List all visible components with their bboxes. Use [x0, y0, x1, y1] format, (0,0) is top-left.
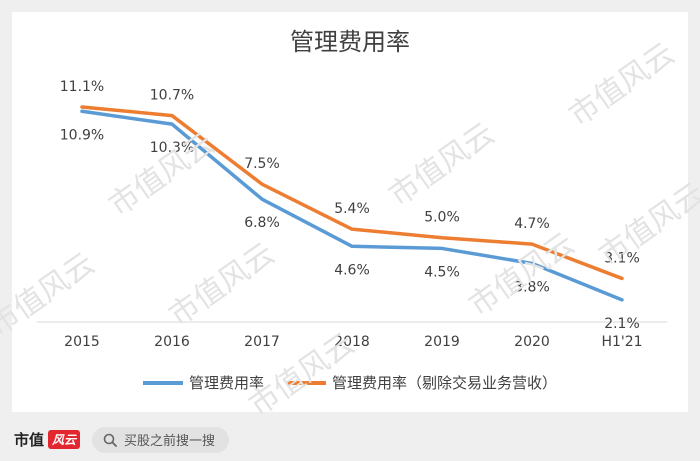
data-label: 4.6%	[334, 262, 370, 278]
search-placeholder: 买股之前搜一搜	[124, 434, 216, 449]
data-label: 10.7%	[150, 88, 194, 104]
legend-item-admin-expense-ratio: 管理费用率	[142, 372, 264, 393]
data-label: 3.1%	[604, 250, 640, 266]
search-icon	[103, 433, 117, 447]
x-tick-label: H1'21	[601, 334, 642, 350]
line-chart: 2015 2016 2017 2018 2019 2020 H1'21 11.1% 10.7% 7…	[37, 79, 667, 350]
data-label: 4.7%	[514, 216, 550, 232]
legend-label: 管理费用率	[188, 374, 264, 392]
data-label: 2.1%	[604, 316, 640, 332]
footer-bar: 市值 风云 买股之前搜一搜	[0, 418, 700, 461]
data-label: 6.8%	[244, 215, 280, 231]
x-tick-label: 2015	[64, 334, 100, 350]
data-label: 5.4%	[334, 201, 370, 217]
data-label: 5.0%	[424, 210, 460, 226]
chart-legend: 管理费用率 管理费用率（剔除交易业务营收）	[12, 372, 688, 393]
x-tick-label: 2016	[154, 334, 190, 350]
brand-name: 市值	[14, 431, 45, 449]
data-label: 11.1%	[60, 79, 104, 95]
x-tick-label: 2018	[334, 334, 370, 350]
x-tick-label: 2019	[424, 334, 460, 350]
legend-label: 管理费用率（剔除交易业务营收）	[332, 374, 558, 392]
chart-title: 管理费用率	[290, 28, 410, 56]
search-bar[interactable]: 买股之前搜一搜	[92, 426, 230, 453]
legend-swatch-blue	[142, 380, 183, 385]
data-label: 3.8%	[514, 279, 550, 295]
x-tick-label: 2020	[514, 334, 550, 350]
brand-mark: 风云	[48, 430, 81, 449]
chart-card: 管理费用率 2015 2016 2017 2018 2019 2020 H1'21 11.1%…	[12, 12, 688, 412]
legend-item-adjusted-admin-expense-ratio: 管理费用率（剔除交易业务营收）	[286, 372, 557, 393]
data-label: 10.3%	[150, 140, 194, 156]
legend-swatch-orange	[286, 380, 326, 385]
x-tick-label: 2017	[244, 334, 280, 350]
data-label: 4.5%	[424, 264, 460, 280]
brand-logo[interactable]: 市值 风云	[14, 429, 81, 450]
data-label: 10.9%	[60, 127, 104, 143]
series-line-adjusted-admin-expense-ratio	[80, 105, 624, 281]
data-label: 7.5%	[244, 156, 280, 172]
